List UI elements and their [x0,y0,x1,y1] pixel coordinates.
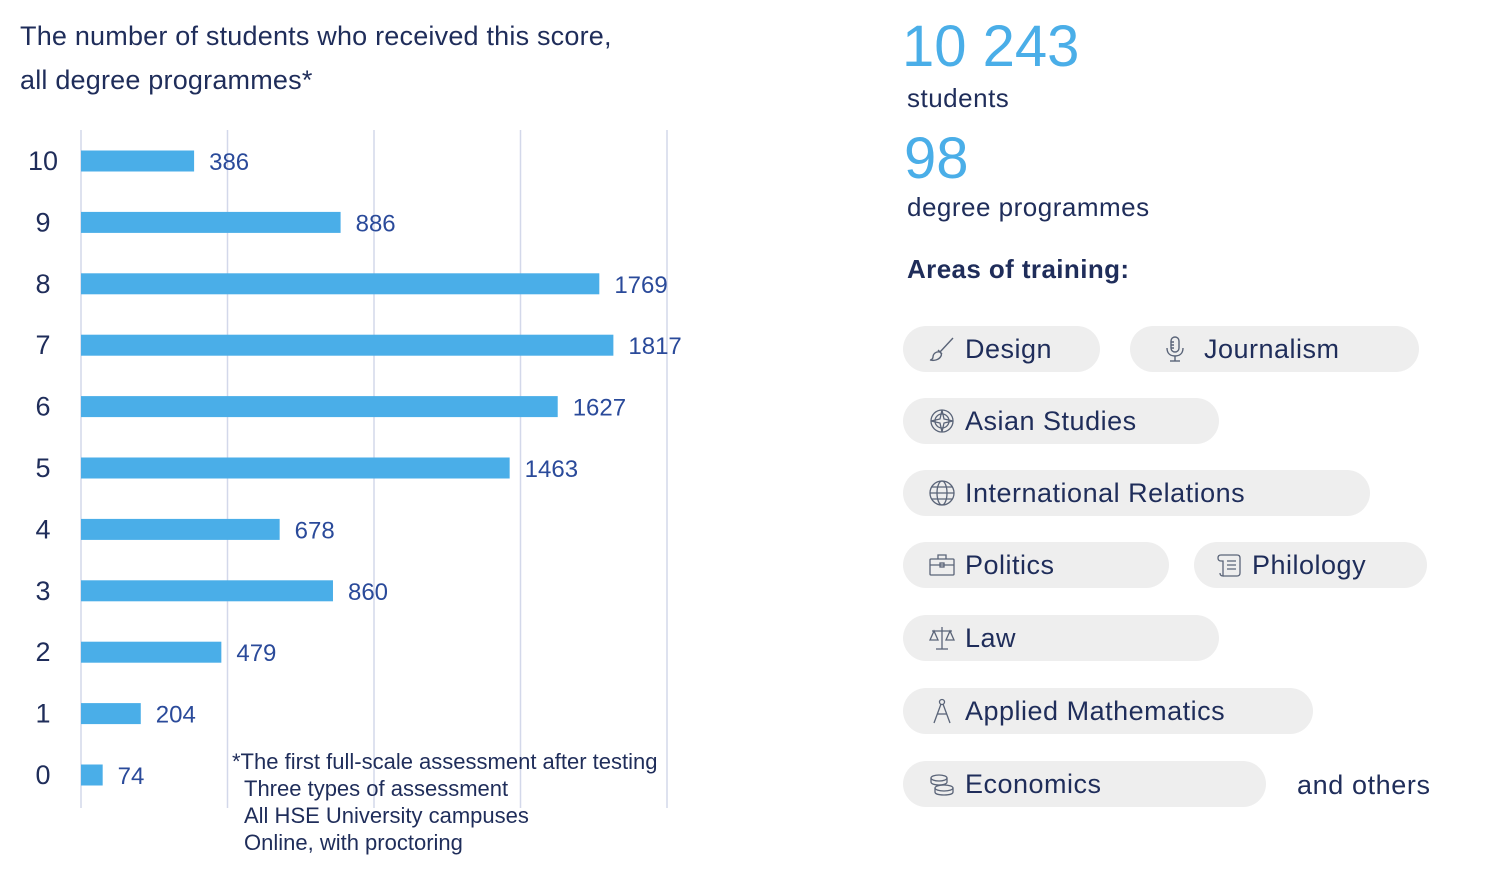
areas-title: Areas of training: [907,254,1130,284]
globe-icon [927,478,957,508]
data-label: 678 [295,517,335,544]
students-label: students [907,83,1010,113]
category-label: 7 [35,330,50,360]
data-label: 886 [356,210,396,237]
area-pill-applied-mathematics[interactable]: Applied Mathematics [903,688,1313,734]
data-label: 74 [118,763,145,790]
programmes-count: 98 [904,126,969,191]
bar [81,150,195,172]
coins-icon [927,769,957,799]
bar [81,641,222,663]
microphone-icon [1160,334,1190,364]
area-label: Politics [965,549,1055,580]
data-label: 1769 [614,272,667,299]
area-pill-international-relations[interactable]: International Relations [903,470,1370,516]
data-label: 1627 [573,395,626,422]
area-label: Law [965,622,1017,653]
bar [81,211,341,233]
bar [81,518,280,540]
area-pill-journalism[interactable]: Journalism [1130,326,1419,372]
category-label: 10 [28,146,58,176]
bar [81,273,600,295]
category-label: 6 [35,392,50,422]
category-label: 9 [35,207,50,237]
area-pill-politics[interactable]: Politics [903,542,1169,588]
area-label: Journalism [1204,333,1340,364]
area-pill-asian-studies[interactable]: Asian Studies [903,398,1219,444]
footnote-line-2: Three types of assessment [244,776,509,801]
category-label: 3 [35,576,50,606]
bar [81,764,103,786]
category-label: 0 [35,760,50,790]
data-label: 386 [209,149,249,176]
area-label: Applied Mathematics [965,695,1226,726]
data-label: 860 [348,579,388,606]
area-pill-law[interactable]: Law [903,615,1219,661]
category-label: 5 [35,453,50,483]
data-label: 1817 [628,333,681,360]
area-pill-economics[interactable]: Economics [903,761,1266,807]
area-pill-design[interactable]: Design [903,326,1100,372]
area-label: International Relations [965,477,1246,508]
chart-title-line-2: all degree programmes* [20,65,313,95]
category-label: 2 [35,637,50,667]
area-label: Design [965,333,1053,364]
bar [81,396,558,418]
footnote-line-3: All HSE University campuses [244,803,529,828]
footnote: *The first full-scale assessment after t… [232,748,658,856]
area-label: Asian Studies [965,405,1137,436]
compass-rose-icon [927,406,957,436]
programmes-label: degree programmes [907,192,1150,222]
bar [81,334,614,356]
chart-title-line-1: The number of students who received this… [20,21,612,51]
students-count: 10 243 [902,14,1080,79]
footnote-line-1: *The first full-scale assessment after t… [232,749,658,774]
area-label: Philology [1252,549,1367,580]
bar [81,580,333,602]
data-label: 1463 [525,456,578,483]
area-label: Economics [965,768,1102,799]
data-label: 204 [156,702,196,729]
brush-icon [927,334,957,364]
briefcase-icon [927,550,957,580]
data-label: 479 [236,640,276,667]
category-label: 1 [35,699,50,729]
category-label: 8 [35,269,50,299]
scales-icon [927,623,957,653]
bar [81,457,510,479]
area-pill-philology[interactable]: Philology [1194,542,1427,588]
footnote-line-4: Online, with proctoring [244,830,463,855]
category-label: 4 [35,514,50,544]
bar [81,703,141,725]
and-others-label: and others [1297,770,1431,800]
drawing-compass-icon [927,696,957,726]
scroll-icon [1214,550,1244,580]
chart-title: The number of students who received this… [20,14,720,102]
